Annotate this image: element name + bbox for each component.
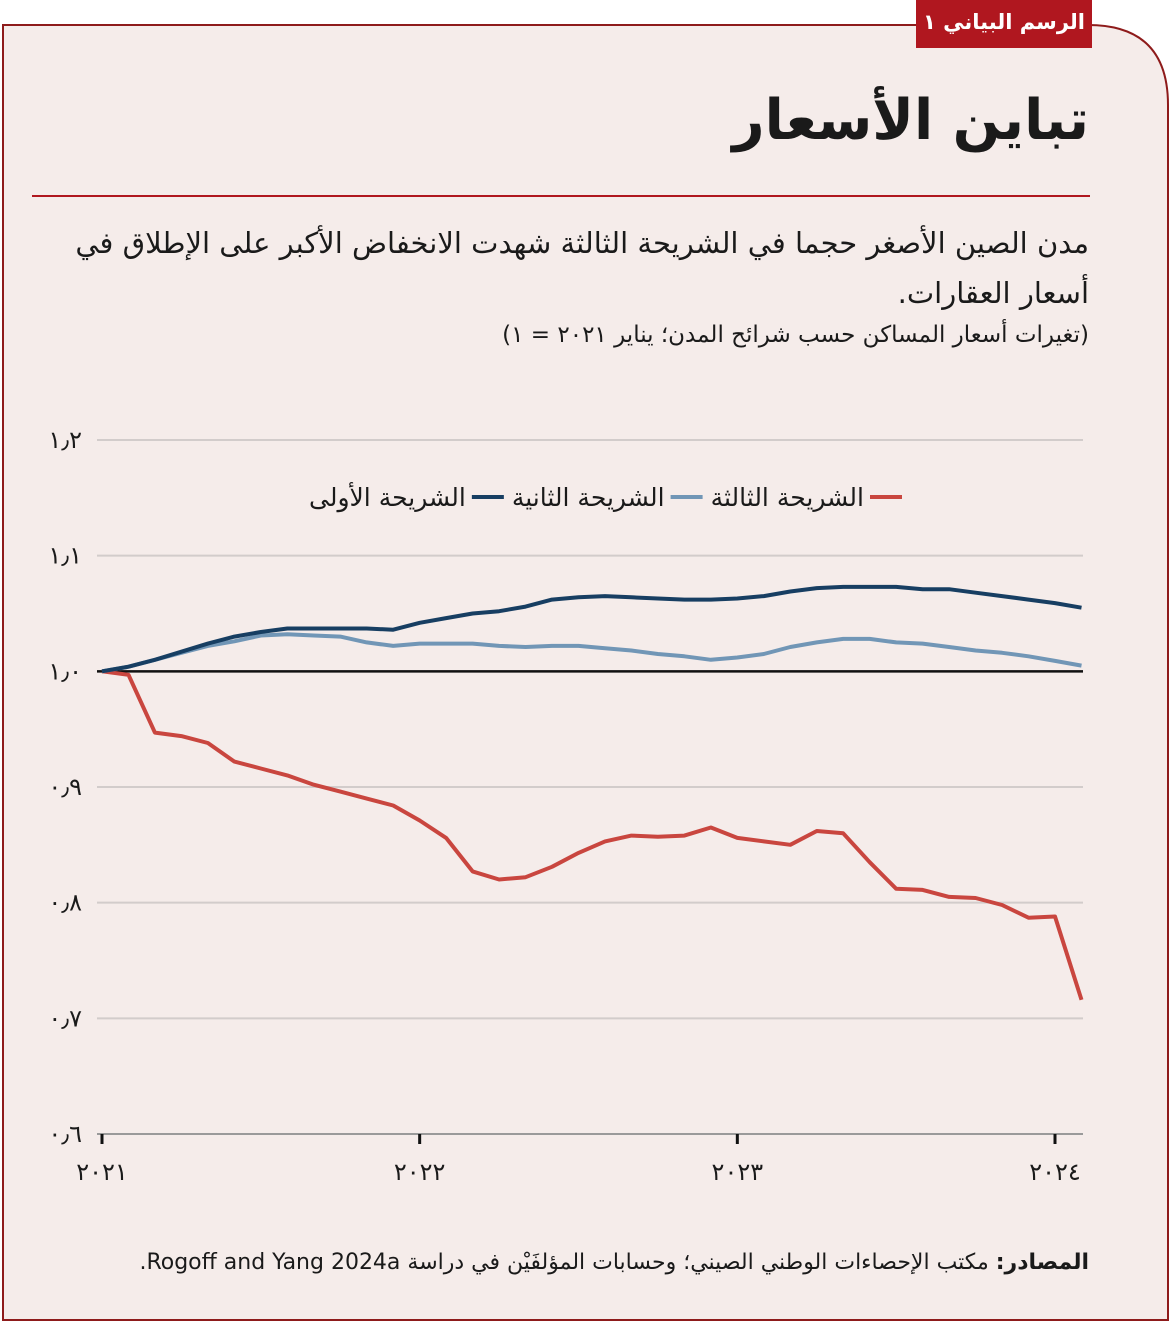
- series-line: [101, 632, 1082, 674]
- y-tick-label: ٠٫٩: [48, 773, 82, 801]
- legend-label: الشريحة الأولى: [309, 481, 466, 513]
- y-tick-label: ١٫٢: [48, 426, 82, 454]
- note: (تغيرات أسعار المساكن حسب شرائح المدن؛ ي…: [502, 322, 1089, 348]
- legend-label: الشريحة الثالثة: [711, 483, 864, 512]
- source-text: مكتب الإحصاءات الوطني الصيني؛ وحسابات ال…: [139, 1250, 989, 1275]
- source: المصادر: مكتب الإحصاءات الوطني الصيني؛ و…: [139, 1250, 1089, 1275]
- y-tick-label: ٠٫٨: [48, 889, 82, 917]
- source-label: المصادر:: [995, 1250, 1089, 1275]
- x-tick-label: ٢٠٢٢: [394, 1158, 446, 1186]
- legend-label: الشريحة الثانية: [512, 483, 665, 512]
- series-line: [101, 669, 1084, 1001]
- x-tick-label: ٢٠٢٣: [712, 1158, 764, 1186]
- y-tick-label: ٠٫٧: [48, 1004, 82, 1032]
- series-line: [101, 584, 1082, 674]
- chart-title: تباين الأسعار: [732, 88, 1089, 153]
- y-tick-label: ٠٫٦: [48, 1120, 82, 1148]
- badge: الرسم البياني ١: [916, 0, 1092, 48]
- subtitle: مدن الصين الأصغر حجما في الشريحة الثالثة…: [75, 226, 1089, 310]
- x-tick-label: ٢٠٢١: [76, 1158, 128, 1186]
- y-tick-label: ١٫٠: [48, 657, 82, 685]
- x-tick-label: ٢٠٢٤: [1029, 1158, 1081, 1186]
- y-tick-label: ١٫١: [48, 542, 82, 570]
